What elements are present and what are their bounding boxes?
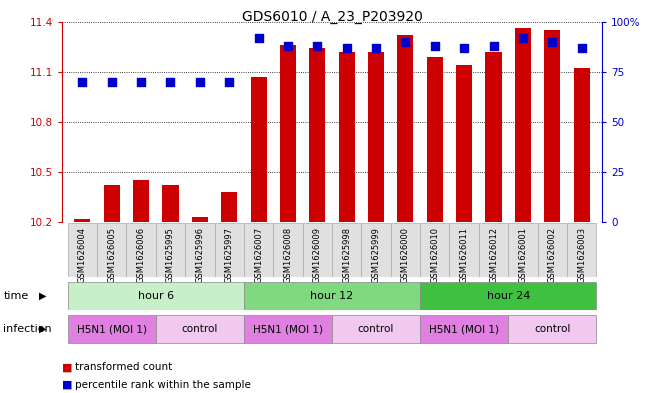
- Point: [547, 39, 557, 45]
- Point: [400, 39, 411, 45]
- Bar: [479, 223, 508, 277]
- Point: [136, 79, 146, 85]
- Text: GSM1626002: GSM1626002: [547, 227, 557, 283]
- Text: GSM1625999: GSM1625999: [372, 227, 381, 283]
- Bar: [192, 217, 208, 222]
- Point: [195, 79, 205, 85]
- Bar: [426, 57, 443, 222]
- Bar: [508, 223, 538, 277]
- Bar: [133, 180, 149, 222]
- Point: [576, 44, 587, 51]
- Bar: [97, 223, 126, 277]
- Point: [224, 79, 234, 85]
- Text: H5N1 (MOI 1): H5N1 (MOI 1): [429, 324, 499, 334]
- Bar: [420, 223, 449, 277]
- Text: GDS6010 / A_23_P203920: GDS6010 / A_23_P203920: [242, 10, 422, 24]
- Bar: [244, 223, 273, 277]
- Bar: [221, 192, 238, 222]
- Text: H5N1 (MOI 1): H5N1 (MOI 1): [77, 324, 146, 334]
- Text: control: control: [182, 324, 218, 334]
- Bar: [332, 315, 420, 343]
- Bar: [361, 223, 391, 277]
- Bar: [68, 281, 244, 310]
- Text: GSM1626008: GSM1626008: [283, 227, 292, 283]
- Text: time: time: [3, 291, 29, 301]
- Bar: [303, 223, 332, 277]
- Text: GSM1626004: GSM1626004: [78, 227, 87, 283]
- Bar: [244, 281, 420, 310]
- Text: ▶: ▶: [39, 291, 47, 301]
- Point: [165, 79, 176, 85]
- Bar: [574, 68, 590, 222]
- Text: GSM1626003: GSM1626003: [577, 227, 586, 283]
- Bar: [339, 51, 355, 222]
- Text: hour 6: hour 6: [138, 291, 174, 301]
- Bar: [280, 45, 296, 222]
- Bar: [156, 315, 244, 343]
- Bar: [251, 77, 267, 222]
- Point: [518, 35, 528, 41]
- Text: GSM1626000: GSM1626000: [401, 227, 410, 283]
- Bar: [215, 223, 244, 277]
- Bar: [68, 223, 97, 277]
- Bar: [544, 30, 561, 222]
- Text: GSM1626009: GSM1626009: [313, 227, 322, 283]
- Bar: [273, 223, 303, 277]
- Bar: [420, 281, 596, 310]
- Point: [283, 42, 293, 49]
- Bar: [126, 223, 156, 277]
- Bar: [368, 51, 384, 222]
- Point: [459, 44, 469, 51]
- Bar: [397, 35, 413, 222]
- Text: GSM1626010: GSM1626010: [430, 227, 439, 283]
- Bar: [244, 315, 332, 343]
- Text: GSM1626007: GSM1626007: [254, 227, 263, 283]
- Text: ▶: ▶: [39, 324, 47, 334]
- Bar: [486, 51, 502, 222]
- Text: GSM1626011: GSM1626011: [460, 227, 469, 283]
- Text: hour 24: hour 24: [486, 291, 530, 301]
- Point: [430, 42, 440, 49]
- Text: GSM1625995: GSM1625995: [166, 227, 175, 283]
- Bar: [104, 185, 120, 222]
- Point: [77, 79, 88, 85]
- Bar: [309, 48, 326, 222]
- Text: transformed count: transformed count: [75, 362, 172, 373]
- Text: GSM1626012: GSM1626012: [489, 227, 498, 283]
- Bar: [74, 219, 90, 222]
- Text: GSM1625997: GSM1625997: [225, 227, 234, 283]
- Bar: [538, 223, 567, 277]
- Bar: [68, 315, 156, 343]
- Text: control: control: [534, 324, 570, 334]
- Text: GSM1626001: GSM1626001: [518, 227, 527, 283]
- Text: control: control: [358, 324, 395, 334]
- Point: [107, 79, 117, 85]
- Text: infection: infection: [3, 324, 52, 334]
- Bar: [508, 315, 596, 343]
- Text: ■: ■: [62, 362, 72, 373]
- Bar: [185, 223, 215, 277]
- Bar: [456, 65, 472, 222]
- Point: [312, 42, 322, 49]
- Point: [371, 44, 381, 51]
- Text: GSM1625998: GSM1625998: [342, 227, 351, 283]
- Point: [342, 44, 352, 51]
- Text: percentile rank within the sample: percentile rank within the sample: [75, 380, 251, 390]
- Bar: [567, 223, 596, 277]
- Text: GSM1625996: GSM1625996: [195, 227, 204, 283]
- Text: hour 12: hour 12: [311, 291, 353, 301]
- Bar: [332, 223, 361, 277]
- Point: [488, 42, 499, 49]
- Bar: [156, 223, 185, 277]
- Bar: [391, 223, 420, 277]
- Point: [253, 35, 264, 41]
- Text: H5N1 (MOI 1): H5N1 (MOI 1): [253, 324, 323, 334]
- Bar: [162, 185, 178, 222]
- Bar: [420, 315, 508, 343]
- Text: ■: ■: [62, 380, 72, 390]
- Text: GSM1626006: GSM1626006: [137, 227, 146, 283]
- Bar: [515, 28, 531, 222]
- Text: GSM1626005: GSM1626005: [107, 227, 117, 283]
- Bar: [449, 223, 479, 277]
